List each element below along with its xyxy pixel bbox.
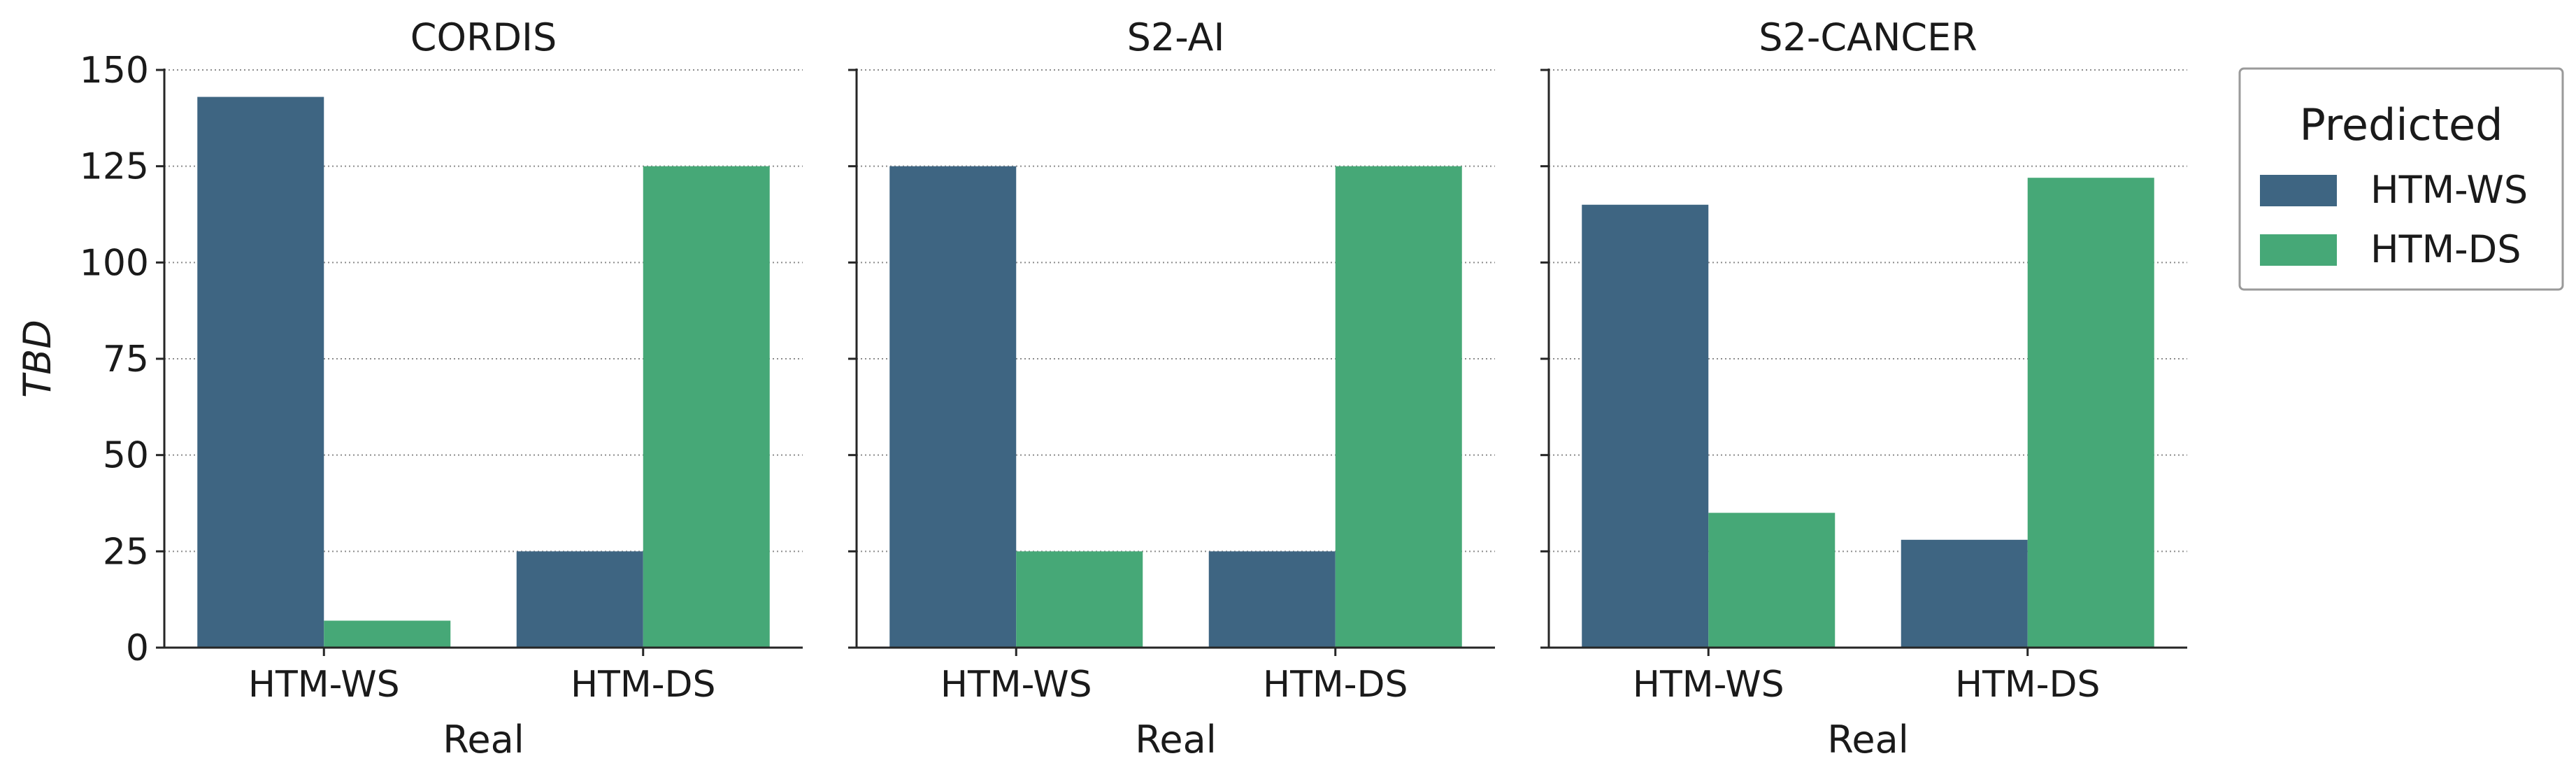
x-axis-label: Real [443,718,524,762]
bar-htm-ws-htm-ws [197,97,324,648]
bar-htm-ws-htm-ws [1582,204,1709,648]
chart-panel-1: HTM-WS HTM-DS 0 25 50 75 100 125 150 CORDIS Real TB… [15,15,803,762]
bar-htm-ds-htm-ws [1708,513,1836,648]
bar-htm-ds-htm-ds [1335,166,1462,648]
panel-title: S2-AI [1127,15,1225,59]
x-tick-label: HTM-DS [1263,664,1408,706]
bar-htm-ws-htm-ds [1901,539,2028,648]
chart-panel-3: HTM-WS HTM-DS S2-CANCER Real [1540,15,2187,762]
y-tick-label: 0 [126,627,149,669]
bar-htm-ws-htm-ws [889,166,1017,648]
bar-htm-ws-htm-ds [1208,551,1336,648]
x-tick-label: HTM-DS [571,664,716,706]
panel-title: S2-CANCER [1759,15,1977,59]
bar-htm-ds-htm-ds [643,166,770,648]
y-tick-label: 50 [103,435,149,477]
legend-swatch-htm-ws [2260,175,2337,206]
y-tick-label: 150 [80,50,149,92]
x-tick-label: HTM-WS [1633,664,1784,706]
legend-label-htm-ds: HTM-DS [2370,227,2521,271]
bar-htm-ds-htm-ds [2027,178,2154,648]
bar-htm-ds-htm-ws [324,620,451,648]
legend: Predicted HTM-WS HTM-DS [2238,67,2564,291]
x-axis-label: Real [1827,718,1908,762]
chart-panel-2: HTM-WS HTM-DS S2-AI Real [848,15,1495,762]
bar-htm-ds-htm-ws [1016,551,1143,648]
y-tick-label: 100 [80,242,149,284]
legend-swatch-htm-ds [2260,234,2337,266]
legend-label-htm-ws: HTM-WS [2370,168,2528,212]
y-tick-label: 75 [103,338,149,380]
panel-title: CORDIS [410,15,557,59]
y-tick-label: 25 [103,531,149,573]
y-tick-label: 125 [80,146,149,188]
x-axis-label: Real [1135,718,1216,762]
x-tick-label: HTM-WS [940,664,1092,706]
legend-title: Predicted [2299,99,2503,150]
bar-htm-ws-htm-ds [516,551,643,648]
x-tick-label: HTM-WS [248,664,400,706]
y-axis-label: TBD [15,320,59,398]
x-tick-label: HTM-DS [1955,664,2101,706]
